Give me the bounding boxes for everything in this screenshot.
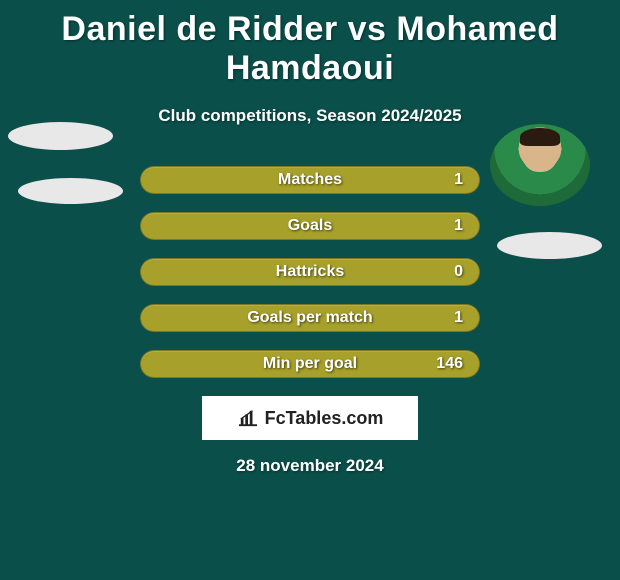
player-left-blob-2 (18, 178, 123, 204)
stat-label: Matches (278, 171, 342, 189)
stat-bar-matches: Matches 1 (140, 166, 480, 194)
bar-chart-icon (237, 409, 259, 427)
page-title: Daniel de Ridder vs Mohamed Hamdaoui (0, 0, 620, 88)
stat-value: 0 (454, 263, 463, 281)
stat-label: Goals per match (247, 309, 372, 327)
player-left-blob-1 (8, 122, 113, 150)
stat-bar-min-per-goal: Min per goal 146 (140, 350, 480, 378)
stat-value: 1 (454, 309, 463, 327)
fctables-logo[interactable]: FcTables.com (202, 396, 418, 440)
player-right-avatar (490, 124, 590, 206)
page-subtitle: Club competitions, Season 2024/2025 (0, 106, 620, 126)
stat-value: 1 (454, 217, 463, 235)
player-right-blob (497, 232, 602, 259)
date-text: 28 november 2024 (0, 456, 620, 476)
stats-bars: Matches 1 Goals 1 Hattricks 0 Goals per … (140, 166, 480, 378)
logo-text: FcTables.com (265, 408, 384, 429)
stat-value: 146 (436, 355, 463, 373)
stat-label: Min per goal (263, 355, 357, 373)
stat-bar-hattricks: Hattricks 0 (140, 258, 480, 286)
stat-label: Goals (288, 217, 332, 235)
stat-value: 1 (454, 171, 463, 189)
stat-bar-goals-per-match: Goals per match 1 (140, 304, 480, 332)
stat-label: Hattricks (276, 263, 344, 281)
stat-bar-goals: Goals 1 (140, 212, 480, 240)
